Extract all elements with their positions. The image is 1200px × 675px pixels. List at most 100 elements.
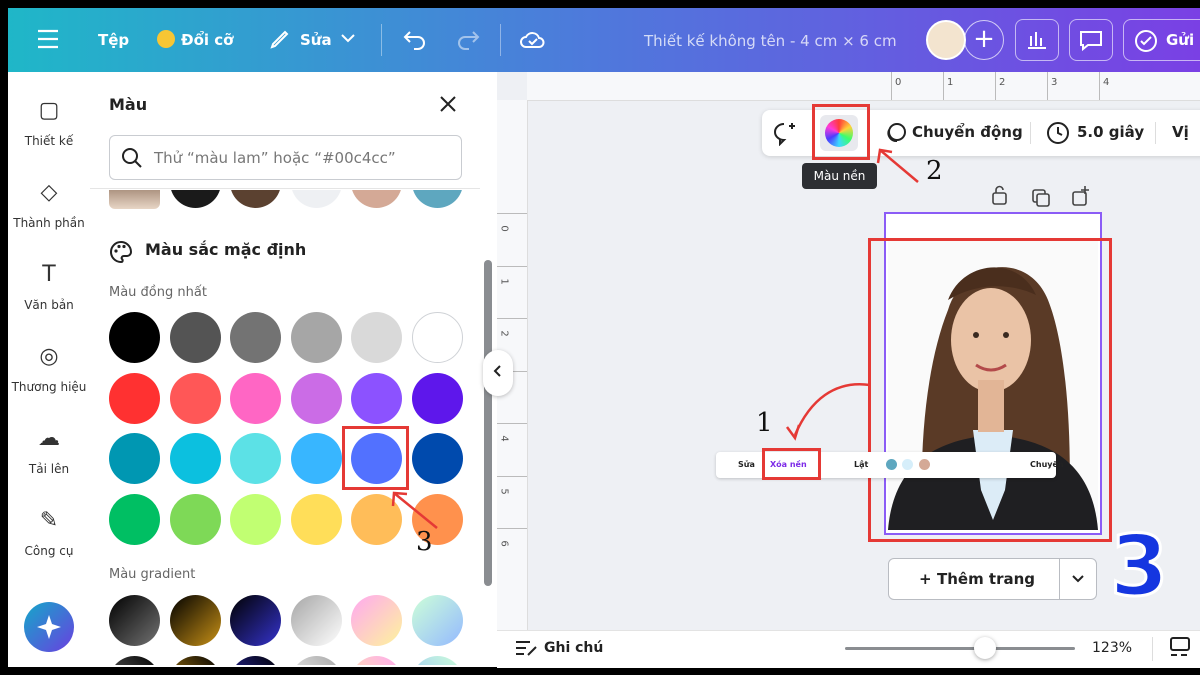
flip[interactable]: Lật [854,460,869,469]
insights-button[interactable] [1015,19,1059,61]
ruler-tick [1099,72,1100,100]
pages-view[interactable] [1168,636,1192,662]
color-swatch[interactable] [230,433,282,485]
chevron [341,34,355,43]
ruler-tick [891,72,892,100]
gradient-swatch[interactable] [230,656,282,665]
avatar[interactable] [926,20,966,60]
color-swatch[interactable] [290,433,342,485]
undo[interactable] [402,28,428,50]
gradient-swatch[interactable] [351,595,403,646]
share-button[interactable]: Gửi [1123,19,1200,61]
color-swatch[interactable] [412,433,463,485]
gradient-swatch[interactable] [351,656,403,665]
menu-icon[interactable] [36,28,60,50]
zoom-slider[interactable] [845,647,1075,650]
color-swatch[interactable] [169,433,221,485]
ruler-tick [943,72,944,100]
ruler-number: 4 [1103,77,1110,88]
share-label[interactable]: Gửi [1166,31,1195,49]
cloud-saved [520,32,545,48]
add-page-label[interactable]: Thêm trang [937,570,1036,588]
color-swatch[interactable] [412,493,463,545]
rail-item[interactable]: Thành phần [13,216,85,230]
recent-color[interactable] [290,190,342,208]
zoom-knob[interactable] [974,637,996,659]
remove-background[interactable]: Xóa nền [770,460,807,469]
color-swatch[interactable] [290,372,342,424]
color-swatch[interactable] [169,372,221,424]
recent-color[interactable] [230,190,282,208]
recent-color[interactable] [351,190,403,208]
color-swatch[interactable] [351,372,403,424]
ai-icon[interactable] [772,120,798,146]
gradient-swatch[interactable] [169,595,221,646]
gradient-swatch[interactable] [290,595,342,646]
resize-button[interactable]: Đổi cỡ [181,31,234,49]
color-swatch[interactable] [230,312,282,363]
color-swatch[interactable] [230,372,282,424]
color-swatch[interactable] [230,493,282,545]
add-member[interactable]: + [964,20,1004,60]
edit-image[interactable]: Sửa [738,460,755,469]
gradient-swatch[interactable] [412,595,463,646]
rail-icon: ✎ [39,508,59,533]
color-swatch[interactable] [109,493,160,545]
animate[interactable]: Chuyển [1030,460,1064,469]
rail-item[interactable]: Văn bản [24,298,74,312]
page-actions[interactable] [988,184,1098,208]
color-swatch[interactable] [290,312,342,363]
notes-button[interactable]: Ghi chú [544,640,604,656]
gradient-swatch[interactable] [169,656,221,665]
duration-button[interactable]: 5.0 giây [1077,123,1145,141]
add-page-button[interactable]: + Thêm trang [888,558,1097,600]
zoom-level[interactable]: 123% [1092,640,1133,656]
palette-icon [110,240,133,264]
comment-button[interactable] [1069,19,1113,61]
color-swatch[interactable] [109,433,160,485]
color-swatch[interactable] [169,493,221,545]
gradient-swatch[interactable] [290,656,342,665]
position-button[interactable]: Vị trí [1172,123,1193,141]
color-swatch[interactable] [412,312,463,363]
rail-item[interactable]: Thiết kế [24,134,74,148]
recent-color[interactable] [412,190,463,208]
ruler-number: 1 [947,77,954,88]
scrollbar[interactable] [484,260,492,586]
color-swatch[interactable] [169,312,221,363]
color-swatch[interactable] [290,493,342,545]
tooltip: Màu nền [802,163,877,189]
edit-menu[interactable]: Sửa [300,31,332,49]
collapse-panel[interactable] [483,350,513,396]
magic-button[interactable] [24,602,74,652]
gradient-swatch[interactable] [109,656,160,665]
color-swatch[interactable] [109,372,160,424]
image-toolbar: Sửa Xóa nền Lật Chuyển [716,452,1064,478]
color-swatch[interactable] [109,312,160,363]
background-color-button[interactable] [820,115,858,151]
close-panel[interactable] [438,94,458,114]
badge: 3 [1108,517,1169,615]
ruler-tick [497,528,527,529]
ruler-number: 2 [999,77,1006,88]
rail-item[interactable]: Công cụ [24,544,74,558]
recent-photo[interactable] [109,190,160,209]
panel-title: Màu [109,95,148,114]
color-swatch[interactable] [351,433,403,485]
search-box[interactable]: Thử “màu lam” hoặc “#00c4cc” [109,135,462,180]
file-menu[interactable]: Tệp [98,31,130,49]
recent-color[interactable] [169,190,221,208]
gradient-swatch[interactable] [230,595,282,646]
color-swatch[interactable] [412,372,463,424]
gradient-swatch[interactable] [412,656,463,665]
top-ruler: 0 1 2 3 4 [527,72,1200,101]
animate-button[interactable]: Chuyển động [912,123,1023,141]
annotation-arrows [391,148,919,529]
redo[interactable] [455,28,481,50]
gradient-swatch[interactable] [109,595,160,646]
color-panel [90,72,497,667]
rail-item[interactable]: Thương hiệu [11,380,87,394]
color-swatch[interactable] [351,312,403,363]
design-title[interactable]: Thiết kế không tên - 4 cm × 6 cm [644,32,897,50]
rail-item[interactable]: Tải lên [28,462,70,476]
